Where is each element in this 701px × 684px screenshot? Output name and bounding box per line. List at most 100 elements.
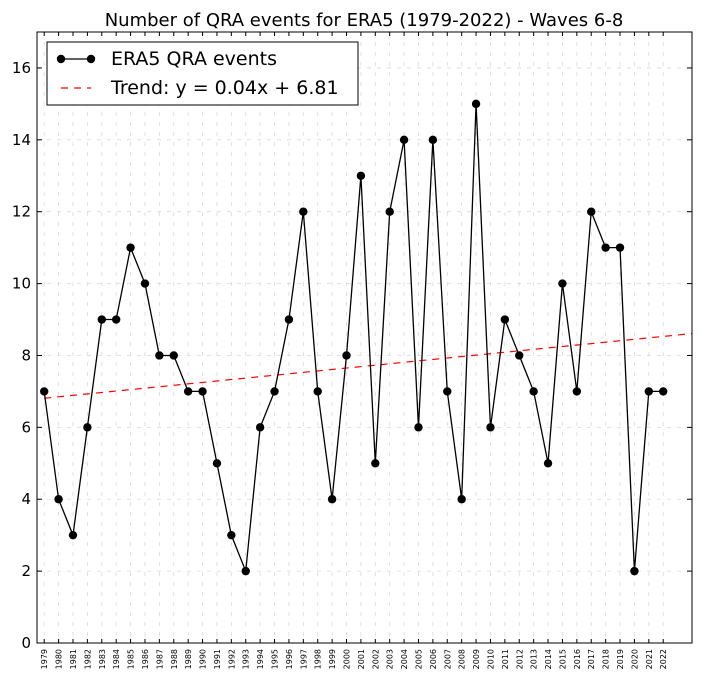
x-tick-label-1984: 1984 [112, 649, 121, 669]
x-tick-label-1986: 1986 [141, 649, 150, 669]
x-tick-label-1981: 1981 [69, 649, 78, 669]
x-tick-label-2006: 2006 [429, 649, 438, 669]
data-point-2010 [486, 423, 495, 432]
x-tick-label-1994: 1994 [256, 649, 265, 669]
data-point-1988 [169, 351, 178, 360]
x-tick-label-2022: 2022 [659, 649, 668, 669]
data-point-2015 [558, 279, 567, 288]
x-tick-label-2014: 2014 [544, 649, 553, 669]
data-point-1991 [212, 459, 222, 468]
legend-label-events: ERA5 QRA events [111, 48, 277, 70]
data-point-2017 [587, 207, 596, 216]
x-tick-label-2001: 2001 [357, 649, 366, 669]
x-tick-label-2016: 2016 [573, 649, 582, 669]
data-point-1994 [255, 423, 265, 432]
data-point-2005 [414, 423, 423, 432]
x-tick-label-1988: 1988 [170, 649, 179, 669]
x-tick-label-2007: 2007 [443, 649, 452, 669]
data-point-2012 [515, 351, 524, 360]
x-tick-label-2000: 2000 [343, 649, 352, 669]
chart-title: Number of QRA events for ERA5 (1979-2022… [105, 10, 624, 31]
data-point-2021 [644, 387, 654, 396]
data-point-1989 [183, 387, 193, 396]
data-point-2009 [471, 99, 481, 109]
data-point-1993 [241, 566, 250, 576]
data-point-1986 [140, 279, 150, 288]
x-tick-label-2012: 2012 [515, 649, 524, 669]
data-point-2022 [659, 387, 668, 396]
data-point-1983 [97, 315, 106, 324]
data-point-2007 [443, 387, 452, 396]
x-tick-label-1983: 1983 [98, 649, 107, 669]
x-tick-label-2004: 2004 [400, 649, 409, 669]
data-point-2008 [457, 495, 466, 504]
series-layer [39, 99, 668, 576]
x-tick-label-2002: 2002 [371, 649, 380, 669]
data-point-1979 [39, 387, 49, 396]
x-tick-label-2021: 2021 [645, 649, 654, 669]
x-tick-label-1991: 1991 [213, 649, 222, 669]
data-point-1981 [68, 530, 78, 540]
legend-box [46, 41, 359, 106]
legend: ERA5 QRA events Trend: y = 0.04x + 6.81 [46, 41, 359, 106]
x-tick-label-1993: 1993 [242, 649, 251, 669]
x-tick-label-1992: 1992 [227, 649, 236, 669]
x-tick-label-2018: 2018 [602, 649, 611, 669]
data-point-2018 [601, 243, 610, 252]
x-tick-label-2008: 2008 [458, 649, 467, 669]
x-tick-label-1989: 1989 [184, 649, 193, 669]
data-point-1985 [126, 243, 135, 252]
y-tick-label-6: 6 [21, 418, 31, 436]
y-tick-label-16: 16 [12, 59, 31, 77]
plot-frame [36, 31, 693, 644]
data-point-2014 [543, 459, 553, 468]
trend-line [44, 332, 693, 399]
x-tick-label-2019: 2019 [616, 649, 625, 669]
data-point-2011 [500, 315, 510, 324]
series-line-era5 [43, 103, 664, 572]
x-tick-label-1987: 1987 [155, 649, 164, 669]
x-tick-label-2009: 2009 [472, 649, 481, 669]
x-tick-label-1979: 1979 [40, 649, 49, 669]
x-tick-label-2010: 2010 [486, 649, 495, 669]
x-tick-label-1995: 1995 [271, 649, 280, 669]
x-tick-label-2015: 2015 [558, 649, 567, 669]
y-tick-label-8: 8 [21, 346, 31, 364]
x-tick-label-1997: 1997 [299, 649, 308, 669]
x-tick-label-1982: 1982 [83, 649, 92, 669]
data-point-2004 [399, 135, 409, 145]
x-tick-label-2020: 2020 [630, 649, 639, 669]
data-point-1980 [54, 495, 63, 504]
data-point-1992 [227, 530, 236, 540]
x-tick-label-1998: 1998 [314, 649, 323, 669]
data-point-1987 [155, 351, 164, 360]
legend-marker-events-right [86, 54, 96, 64]
data-point-2002 [371, 459, 380, 468]
data-point-2000 [342, 351, 351, 360]
x-tick-label-2005: 2005 [414, 649, 423, 669]
x-tick-label-1999: 1999 [328, 649, 337, 669]
x-tick-label-2017: 2017 [587, 649, 596, 669]
plot-area [37, 32, 692, 643]
data-point-2016 [572, 387, 582, 396]
data-point-2001 [356, 171, 366, 180]
x-tick-label-1985: 1985 [127, 649, 136, 669]
y-tick-label-0: 0 [21, 634, 31, 652]
legend-marker-events-left [56, 54, 66, 64]
grid [37, 32, 692, 644]
data-point-1984 [111, 315, 121, 324]
x-tick-label-2003: 2003 [386, 649, 395, 669]
data-point-1997 [299, 207, 308, 216]
x-tick-label-1980: 1980 [55, 649, 64, 669]
x-tick-label-1996: 1996 [285, 649, 294, 669]
data-point-1998 [313, 387, 322, 396]
data-point-1995 [270, 387, 279, 396]
y-tick-label-14: 14 [12, 131, 31, 149]
y-tick-label-4: 4 [21, 490, 31, 508]
data-point-2006 [428, 135, 438, 145]
axes: 1979 1980 1981 1982 1983 1984 1985 1986 1987 1988… [12, 32, 692, 669]
data-point-2013 [529, 387, 538, 396]
x-tick-label-1990: 1990 [199, 649, 208, 669]
data-point-1990 [198, 387, 207, 396]
